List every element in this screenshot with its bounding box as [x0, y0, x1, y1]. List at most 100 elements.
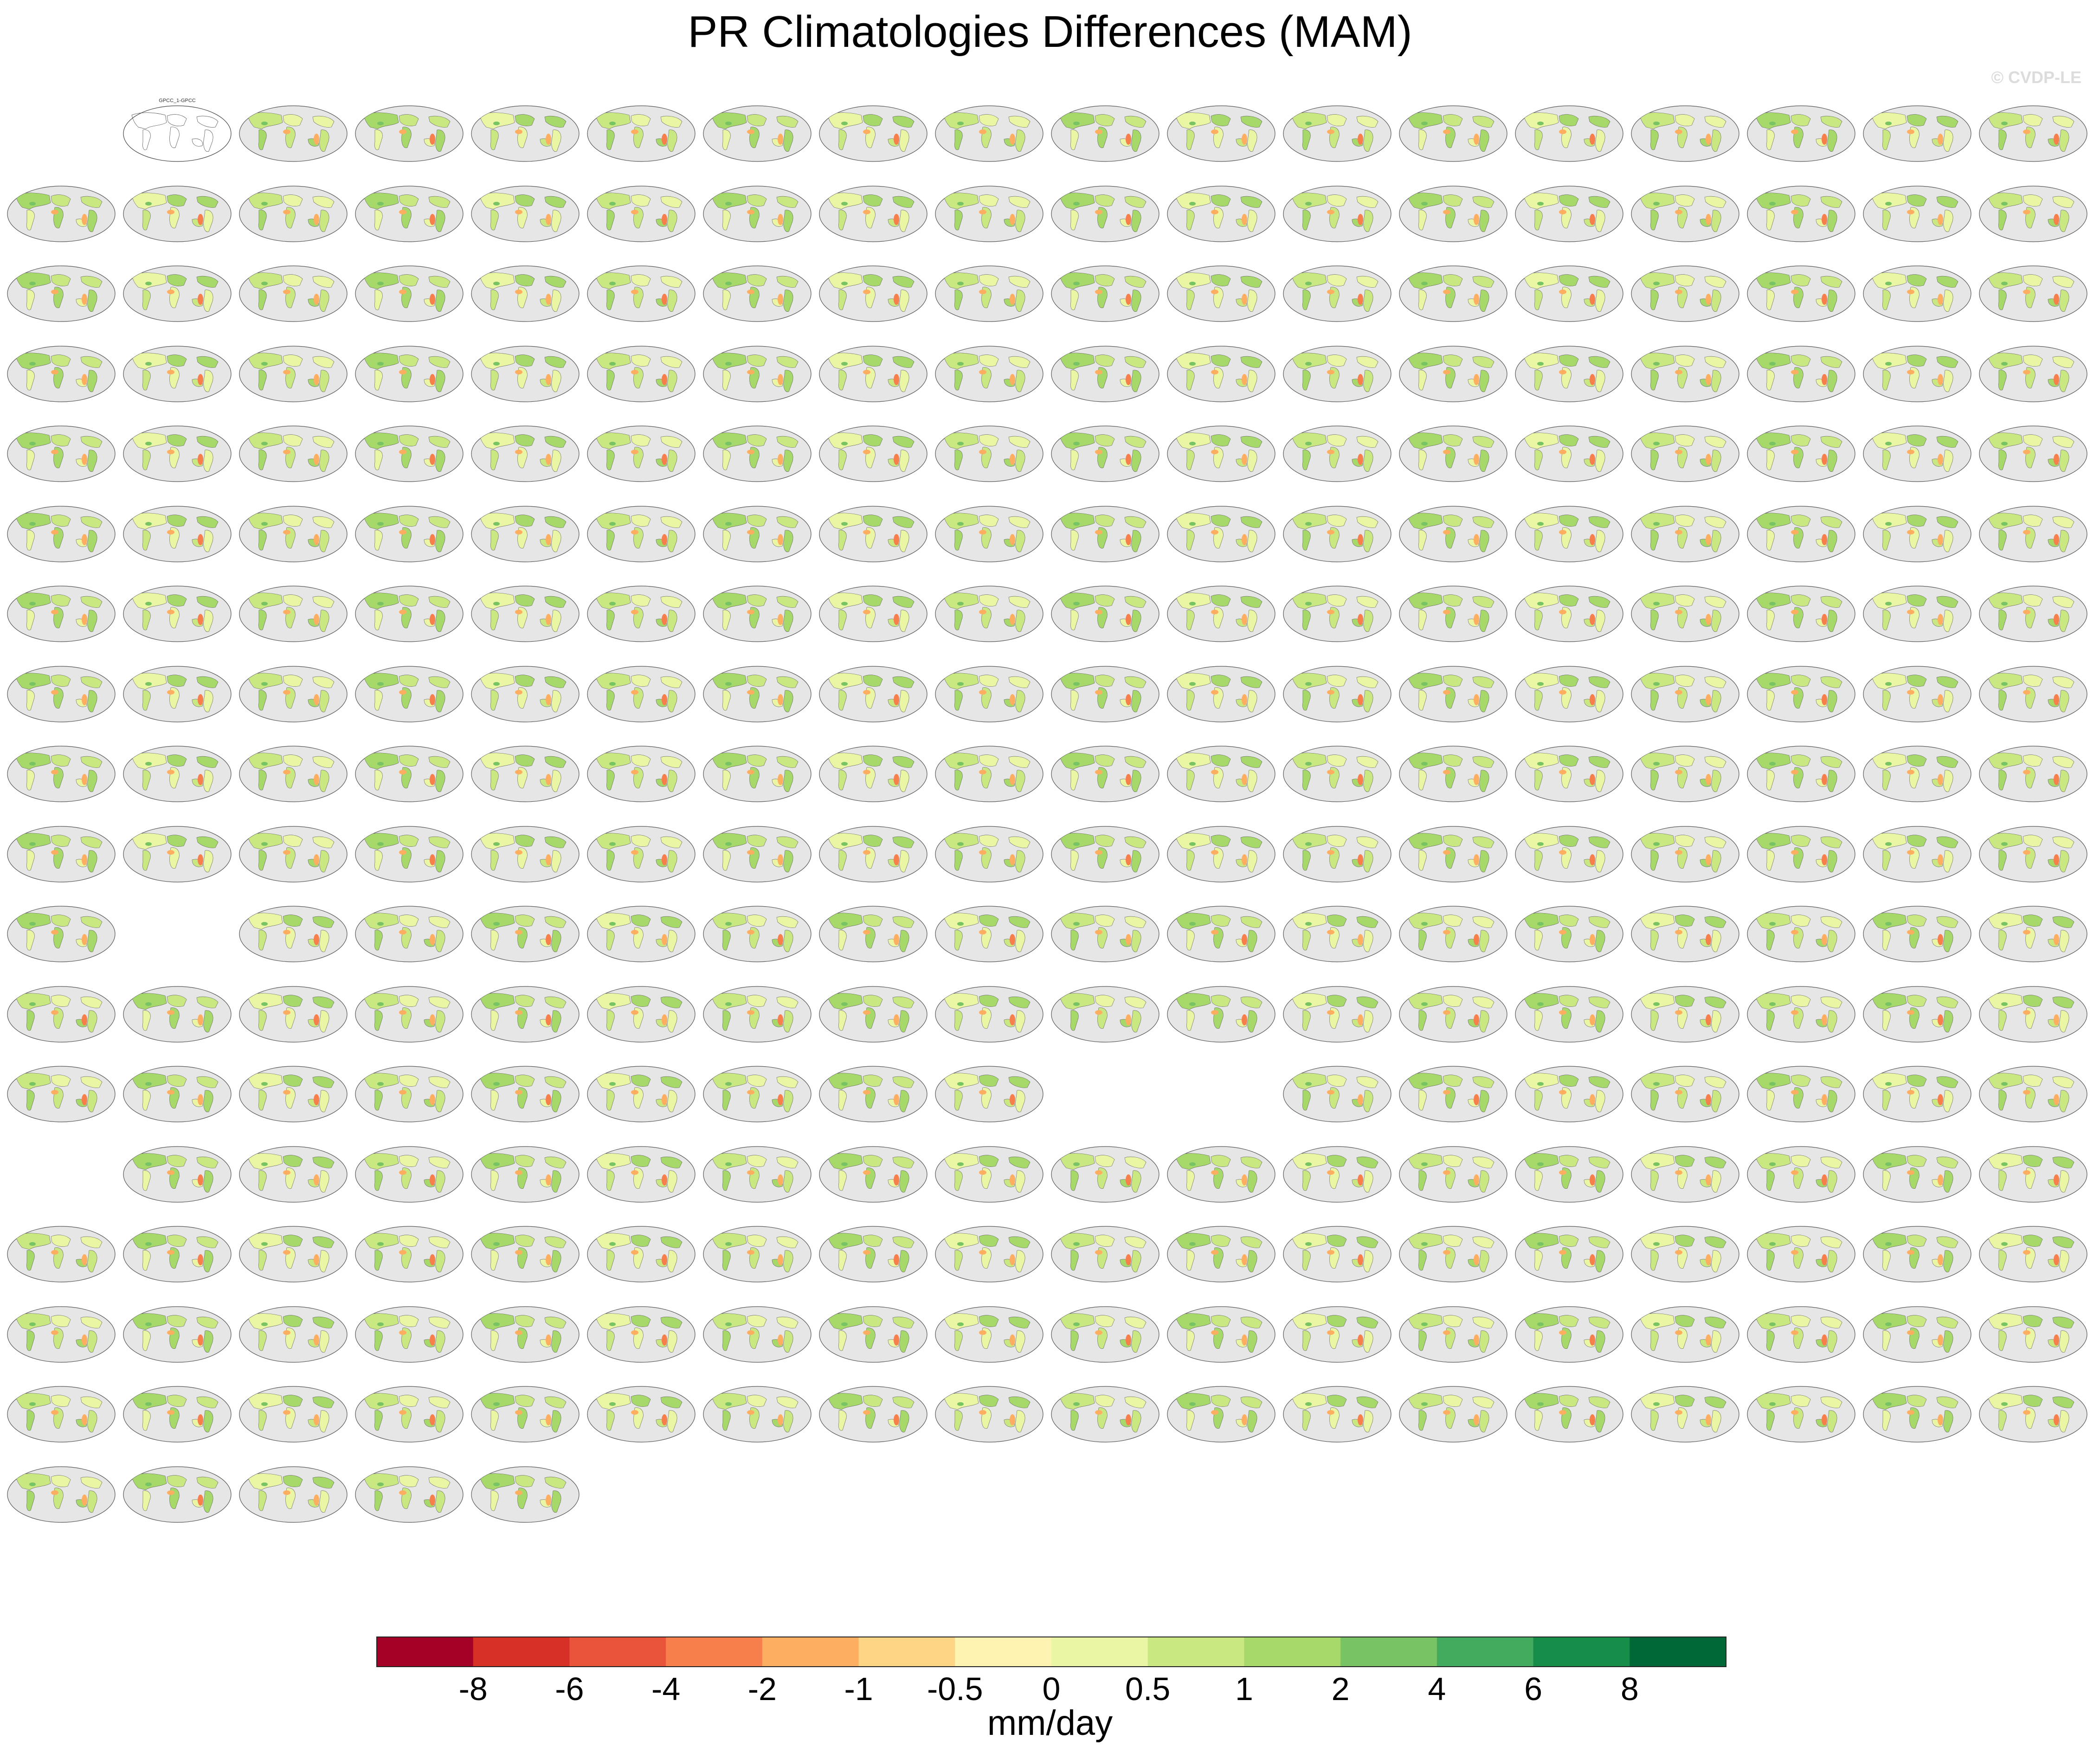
map-panel [354, 1218, 464, 1302]
map-globe [1051, 1386, 1160, 1443]
panel-title [586, 1218, 696, 1224]
map-panel [1746, 738, 1856, 821]
panel-title [818, 1218, 928, 1224]
map-globe [471, 1306, 580, 1363]
panel-title [1050, 97, 1160, 104]
panel-title [354, 1378, 464, 1385]
map-globe [123, 665, 232, 722]
map-globe [935, 185, 1044, 242]
panel-title [934, 898, 1044, 904]
map-panel [934, 97, 1044, 181]
map-globe [239, 906, 348, 962]
map-panel [1978, 978, 2088, 1062]
panel-title [470, 258, 580, 264]
panel-title [1746, 418, 1856, 424]
map-globe [1283, 1066, 1391, 1122]
panel-title [354, 1138, 464, 1145]
map-globe [935, 505, 1044, 562]
map-globe [819, 665, 928, 722]
map-panel [6, 418, 116, 501]
map-globe [1747, 505, 1855, 562]
panel-title [354, 578, 464, 584]
map-globe [1979, 345, 2087, 402]
panel-title [1514, 418, 1624, 424]
map-globe [1631, 746, 1739, 802]
map-panel [1050, 658, 1160, 741]
map-globe [1631, 1386, 1739, 1443]
map-globe [123, 425, 232, 482]
map-panel [1514, 97, 1624, 181]
map-globe [7, 1306, 116, 1363]
map-panel [1282, 97, 1392, 181]
map-panel [1630, 498, 1740, 581]
colorbar-tick-label: 2 [1332, 1671, 1350, 1703]
map-globe [7, 825, 116, 883]
map-panel [122, 658, 232, 741]
map-panel [1050, 97, 1160, 181]
map-globe [1863, 105, 1971, 162]
map-globe [587, 505, 696, 562]
panel-title [702, 738, 812, 744]
map-globe [7, 665, 116, 722]
map-panel [1746, 658, 1856, 741]
map-panel [1746, 578, 1856, 661]
map-globe [1283, 825, 1391, 883]
map-globe [935, 906, 1044, 962]
map-globe [1747, 986, 1855, 1043]
map-globe [1863, 505, 1971, 562]
panel-title [1282, 1058, 1392, 1064]
map-panel [1050, 1378, 1160, 1462]
page-title: PR Climatologies Differences (MAM) [688, 7, 1412, 57]
map-globe [471, 505, 580, 562]
panel-title [1978, 658, 2088, 664]
map-panel [470, 818, 580, 902]
map-panel [1398, 1138, 1508, 1222]
map-globe [1283, 1146, 1391, 1203]
map-globe [1863, 586, 1971, 642]
map-panel [1978, 178, 2088, 261]
map-panel [934, 1378, 1044, 1462]
map-panel [470, 1138, 580, 1222]
panel-title [1514, 1138, 1624, 1145]
map-globe [1631, 425, 1739, 482]
map-globe [1515, 425, 1623, 482]
map-globe [1051, 1146, 1160, 1203]
map-panel [818, 1298, 928, 1382]
map-globe [123, 1146, 232, 1203]
map-panel [1166, 818, 1276, 902]
map-panel [1282, 178, 1392, 261]
panel-title [818, 1378, 928, 1385]
panel-title [702, 658, 812, 664]
panel-title [1282, 97, 1392, 104]
map-globe [355, 1386, 464, 1443]
map-panel [1398, 97, 1508, 181]
panel-title [702, 498, 812, 504]
map-panel [1166, 178, 1276, 261]
map-globe [1399, 986, 1507, 1043]
map-panel [1862, 658, 1972, 741]
map-globe [7, 185, 116, 242]
map-panel [1978, 1298, 2088, 1382]
map-panel [1862, 418, 1972, 501]
map-globe [7, 586, 116, 642]
map-globe [1747, 665, 1855, 722]
panel-title [702, 338, 812, 344]
panel-title [1862, 258, 1972, 264]
panel-title [818, 498, 928, 504]
panel-title [470, 178, 580, 184]
map-panel [818, 1378, 928, 1462]
map-panel [702, 1058, 812, 1141]
map-globe [1747, 746, 1855, 802]
map-globe [7, 746, 116, 802]
map-panel [1398, 338, 1508, 421]
panel-title [1050, 498, 1160, 504]
panel-title [586, 738, 696, 744]
map-panel [1630, 658, 1740, 741]
panel-title [1978, 818, 2088, 825]
colorbar-swatch [955, 1637, 1052, 1667]
map-globe [703, 1066, 812, 1122]
map-panel [818, 498, 928, 581]
panel-title [818, 1058, 928, 1064]
panel-title [122, 1298, 232, 1305]
map-panel [1978, 898, 2088, 981]
